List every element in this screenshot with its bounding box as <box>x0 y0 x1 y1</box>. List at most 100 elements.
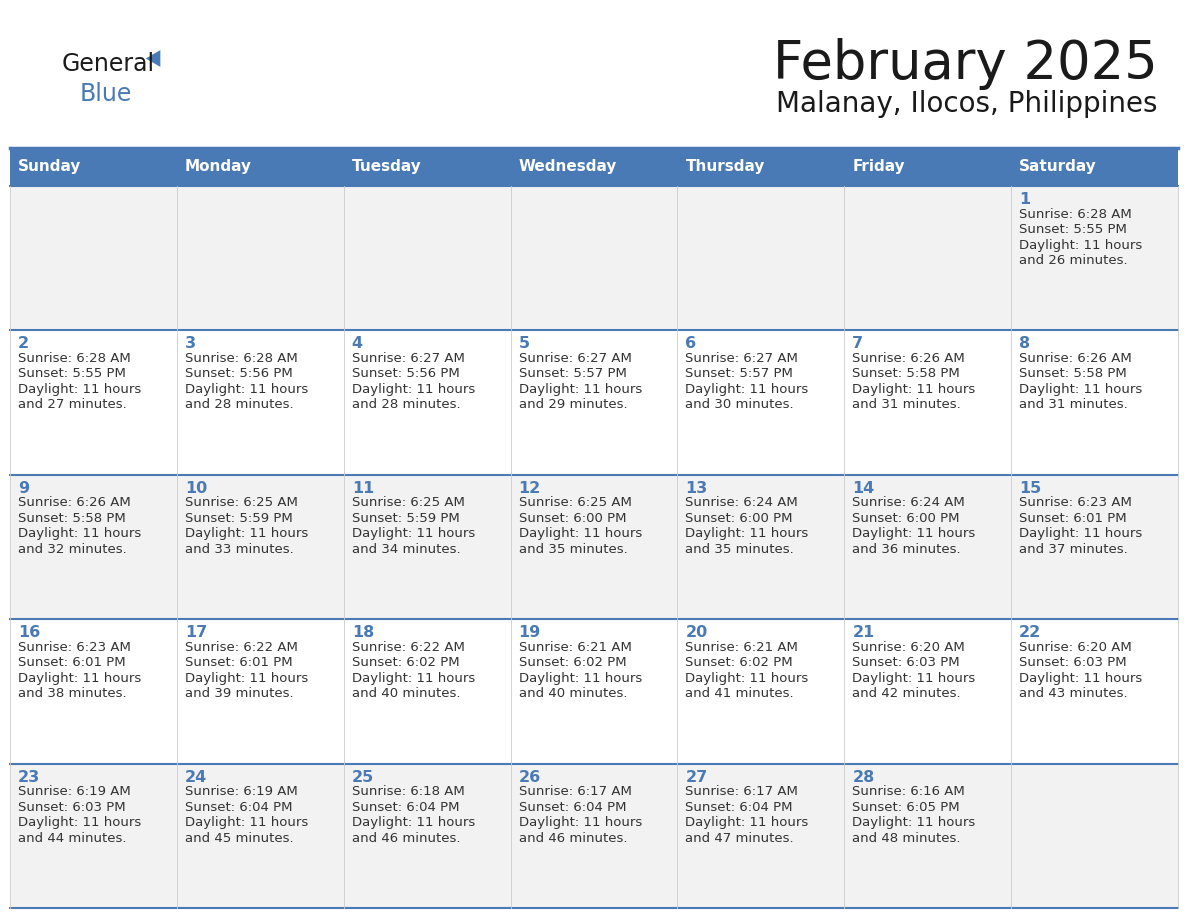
Text: Daylight: 11 hours: Daylight: 11 hours <box>852 527 975 541</box>
Text: 3: 3 <box>185 336 196 352</box>
Text: Daylight: 11 hours: Daylight: 11 hours <box>852 383 975 396</box>
Text: 11: 11 <box>352 481 374 496</box>
Text: Sunset: 6:01 PM: Sunset: 6:01 PM <box>1019 512 1126 525</box>
Text: and 36 minutes.: and 36 minutes. <box>852 543 961 555</box>
Text: 6: 6 <box>685 336 696 352</box>
Text: 17: 17 <box>185 625 207 640</box>
Text: Sunset: 5:57 PM: Sunset: 5:57 PM <box>519 367 626 380</box>
Text: Daylight: 11 hours: Daylight: 11 hours <box>18 816 141 829</box>
Text: and 31 minutes.: and 31 minutes. <box>852 398 961 411</box>
Text: Sunrise: 6:18 AM: Sunrise: 6:18 AM <box>352 785 465 798</box>
Text: and 45 minutes.: and 45 minutes. <box>185 832 293 845</box>
Text: Wednesday: Wednesday <box>519 160 617 174</box>
Text: Sunset: 6:00 PM: Sunset: 6:00 PM <box>852 512 960 525</box>
Text: 12: 12 <box>519 481 541 496</box>
Text: 19: 19 <box>519 625 541 640</box>
Text: Daylight: 11 hours: Daylight: 11 hours <box>18 527 141 541</box>
Text: Daylight: 11 hours: Daylight: 11 hours <box>1019 527 1143 541</box>
Text: and 37 minutes.: and 37 minutes. <box>1019 543 1127 555</box>
Text: and 46 minutes.: and 46 minutes. <box>519 832 627 845</box>
Text: Sunset: 6:04 PM: Sunset: 6:04 PM <box>352 800 460 813</box>
Text: Daylight: 11 hours: Daylight: 11 hours <box>18 383 141 396</box>
Text: Sunset: 5:58 PM: Sunset: 5:58 PM <box>1019 367 1127 380</box>
Text: 27: 27 <box>685 769 708 785</box>
Text: Sunset: 6:03 PM: Sunset: 6:03 PM <box>852 656 960 669</box>
Text: Daylight: 11 hours: Daylight: 11 hours <box>185 672 308 685</box>
Bar <box>1011 148 1178 186</box>
Bar <box>10 620 1178 764</box>
Text: 7: 7 <box>852 336 864 352</box>
Text: and 41 minutes.: and 41 minutes. <box>685 688 794 700</box>
Text: Sunset: 6:01 PM: Sunset: 6:01 PM <box>18 656 126 669</box>
Text: Sunday: Sunday <box>18 160 81 174</box>
Text: and 38 minutes.: and 38 minutes. <box>18 688 127 700</box>
Text: Sunrise: 6:28 AM: Sunrise: 6:28 AM <box>18 352 131 364</box>
Text: Blue: Blue <box>80 82 132 106</box>
Text: Sunset: 6:02 PM: Sunset: 6:02 PM <box>519 656 626 669</box>
Text: Sunrise: 6:17 AM: Sunrise: 6:17 AM <box>685 785 798 798</box>
Text: 23: 23 <box>18 769 40 785</box>
Text: 14: 14 <box>852 481 874 496</box>
Text: Sunrise: 6:20 AM: Sunrise: 6:20 AM <box>1019 641 1132 654</box>
Text: and 48 minutes.: and 48 minutes. <box>852 832 961 845</box>
Text: 26: 26 <box>519 769 541 785</box>
Text: 22: 22 <box>1019 625 1042 640</box>
Bar <box>177 148 343 186</box>
Text: and 34 minutes.: and 34 minutes. <box>352 543 460 555</box>
Text: and 35 minutes.: and 35 minutes. <box>685 543 795 555</box>
Text: 4: 4 <box>352 336 362 352</box>
Text: Daylight: 11 hours: Daylight: 11 hours <box>685 672 809 685</box>
Text: Daylight: 11 hours: Daylight: 11 hours <box>852 816 975 829</box>
Text: Daylight: 11 hours: Daylight: 11 hours <box>685 527 809 541</box>
Text: Sunset: 5:59 PM: Sunset: 5:59 PM <box>185 512 292 525</box>
Text: Sunset: 5:58 PM: Sunset: 5:58 PM <box>18 512 126 525</box>
Text: Tuesday: Tuesday <box>352 160 422 174</box>
Text: and 28 minutes.: and 28 minutes. <box>185 398 293 411</box>
Text: 21: 21 <box>852 625 874 640</box>
Text: Sunrise: 6:26 AM: Sunrise: 6:26 AM <box>1019 352 1132 364</box>
Text: Sunrise: 6:21 AM: Sunrise: 6:21 AM <box>685 641 798 654</box>
Text: Daylight: 11 hours: Daylight: 11 hours <box>18 672 141 685</box>
Text: and 30 minutes.: and 30 minutes. <box>685 398 794 411</box>
Text: Thursday: Thursday <box>685 160 765 174</box>
Text: Sunset: 6:04 PM: Sunset: 6:04 PM <box>519 800 626 813</box>
Text: Daylight: 11 hours: Daylight: 11 hours <box>1019 383 1143 396</box>
Text: and 28 minutes.: and 28 minutes. <box>352 398 460 411</box>
Text: Daylight: 11 hours: Daylight: 11 hours <box>852 672 975 685</box>
Text: Sunset: 6:04 PM: Sunset: 6:04 PM <box>685 800 792 813</box>
Text: and 39 minutes.: and 39 minutes. <box>185 688 293 700</box>
Text: Daylight: 11 hours: Daylight: 11 hours <box>685 816 809 829</box>
Text: and 40 minutes.: and 40 minutes. <box>352 688 460 700</box>
Text: 16: 16 <box>18 625 40 640</box>
Text: Sunset: 5:58 PM: Sunset: 5:58 PM <box>852 367 960 380</box>
Text: Sunset: 5:57 PM: Sunset: 5:57 PM <box>685 367 794 380</box>
Text: 28: 28 <box>852 769 874 785</box>
Text: Daylight: 11 hours: Daylight: 11 hours <box>519 383 642 396</box>
Text: Sunrise: 6:26 AM: Sunrise: 6:26 AM <box>18 497 131 509</box>
Text: Sunset: 5:59 PM: Sunset: 5:59 PM <box>352 512 460 525</box>
Text: Sunset: 6:01 PM: Sunset: 6:01 PM <box>185 656 292 669</box>
Text: Daylight: 11 hours: Daylight: 11 hours <box>519 527 642 541</box>
Text: and 43 minutes.: and 43 minutes. <box>1019 688 1127 700</box>
Text: Sunrise: 6:27 AM: Sunrise: 6:27 AM <box>352 352 465 364</box>
Text: and 40 minutes.: and 40 minutes. <box>519 688 627 700</box>
Bar <box>677 148 845 186</box>
Text: Sunrise: 6:27 AM: Sunrise: 6:27 AM <box>685 352 798 364</box>
Text: Malanay, Ilocos, Philippines: Malanay, Ilocos, Philippines <box>777 90 1158 118</box>
Text: 1: 1 <box>1019 192 1030 207</box>
Text: Sunset: 5:56 PM: Sunset: 5:56 PM <box>185 367 292 380</box>
Text: 15: 15 <box>1019 481 1042 496</box>
Text: 20: 20 <box>685 625 708 640</box>
Text: Sunset: 6:00 PM: Sunset: 6:00 PM <box>685 512 792 525</box>
Bar <box>845 148 1011 186</box>
Text: Sunset: 5:55 PM: Sunset: 5:55 PM <box>1019 223 1127 236</box>
Text: 5: 5 <box>519 336 530 352</box>
Text: and 27 minutes.: and 27 minutes. <box>18 398 127 411</box>
Text: Monday: Monday <box>185 160 252 174</box>
Text: Daylight: 11 hours: Daylight: 11 hours <box>352 527 475 541</box>
Bar <box>10 764 1178 908</box>
Text: 25: 25 <box>352 769 374 785</box>
Text: Sunset: 5:55 PM: Sunset: 5:55 PM <box>18 367 126 380</box>
Text: and 35 minutes.: and 35 minutes. <box>519 543 627 555</box>
Text: Daylight: 11 hours: Daylight: 11 hours <box>685 383 809 396</box>
